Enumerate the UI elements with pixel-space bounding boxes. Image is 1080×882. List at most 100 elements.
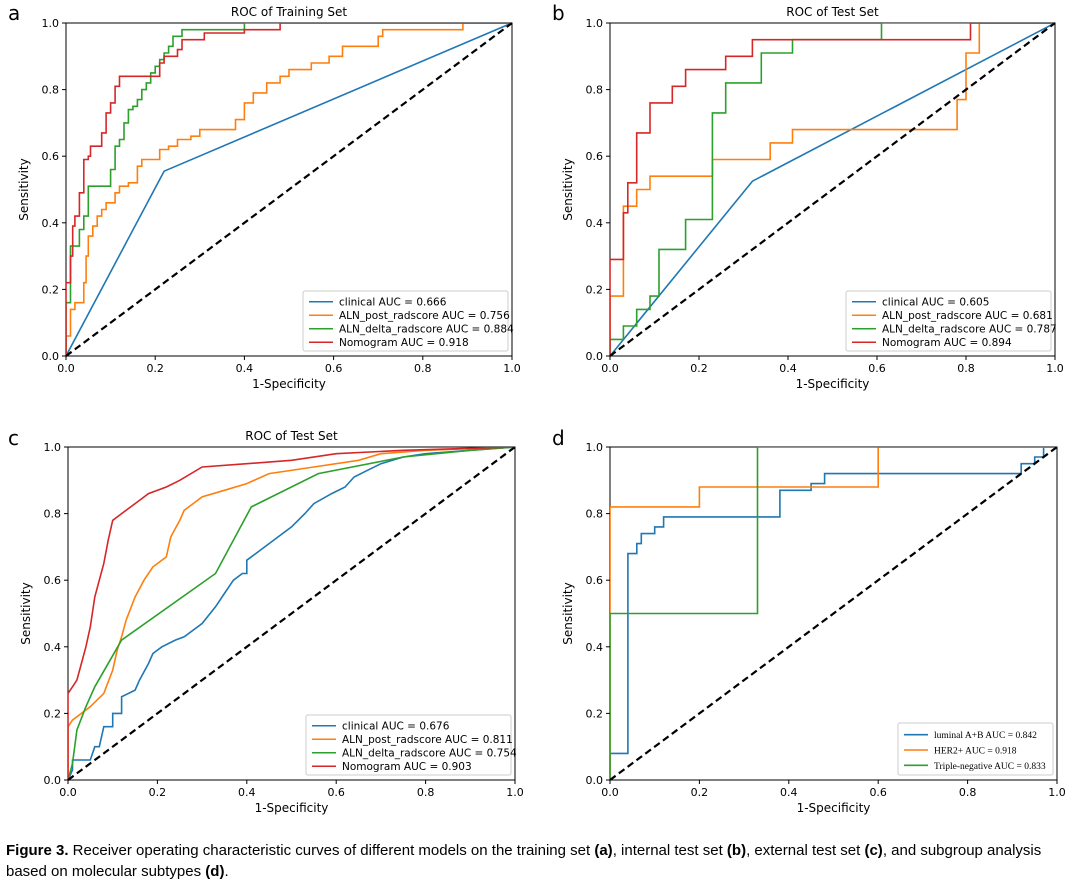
x-tick-label: 0.8: [957, 362, 975, 375]
legend-entry: luminal A+B AUC = 0.842: [934, 731, 1037, 741]
series-line-1: [66, 23, 512, 356]
y-tick-label: 0.2: [44, 707, 62, 720]
legend: clinical AUC = 0.605 ALN_post_radscore AU…: [845, 290, 1057, 352]
y-axis-label: Sensitivity: [561, 582, 575, 644]
legend-entry: Nomogram AUC = 0.903: [342, 761, 472, 773]
series-line-2: [68, 447, 515, 780]
series-line-2: [610, 447, 1057, 780]
legend: luminal A+B AUC = 0.842 HER2+ AUC = 0.918…: [897, 722, 1054, 776]
caption-label: Figure 3.: [6, 842, 69, 859]
y-tick-label: 0.0: [42, 350, 60, 363]
reference-diagonal: [67, 446, 516, 781]
y-tick-label: 0.6: [44, 574, 62, 587]
x-axis-label: 1-Specificity: [252, 377, 326, 391]
x-tick-label: 0.6: [327, 786, 345, 799]
x-tick-label: 0.2: [690, 362, 708, 375]
legend-entry: Nomogram AUC = 0.894: [882, 337, 1012, 349]
legend-entry: ALN_post_radscore AUC = 0.811: [342, 734, 513, 746]
series-line-0: [68, 447, 515, 780]
panel-letter: b: [552, 1, 565, 25]
chart-title: ROC of Test Set: [786, 5, 879, 19]
panel-b: b ROC of Test Set 0.00.0 0.2 0.2 0.4 0.4 0.6 0.6…: [552, 1, 1064, 391]
x-tick-label: 1.0: [503, 362, 521, 375]
y-tick-label: 0.4: [44, 641, 62, 654]
legend-entry: ALN_post_radscore AUC = 0.681: [882, 310, 1053, 322]
legend-box: [897, 722, 1054, 776]
chart-title: ROC of Test Set: [245, 429, 338, 443]
reference-diagonal: [609, 22, 1056, 357]
x-tick-label: 0.4: [780, 786, 798, 799]
legend-entry: Triple-negative AUC = 0.833: [934, 762, 1046, 772]
legend-entry: ALN_post_radscore AUC = 0.756: [339, 310, 510, 322]
series-line-0: [610, 23, 1055, 356]
y-axis-label: Sensitivity: [561, 158, 575, 220]
y-tick-label: 0.2: [586, 707, 604, 720]
y-tick-label: 0.8: [586, 84, 604, 97]
series-line-2: [610, 23, 1055, 356]
x-tick-label: 0.0: [601, 786, 619, 799]
x-axis-label: 1-Specificity: [797, 801, 871, 815]
x-tick-label: 1.0: [1046, 362, 1064, 375]
y-tick-label: 0.0: [586, 774, 604, 787]
y-tick-label: 0.4: [586, 217, 604, 230]
caption-text: .: [224, 863, 229, 880]
legend-entry: Nomogram AUC = 0.918: [339, 337, 469, 349]
y-tick-label: 0.2: [42, 283, 60, 296]
y-tick-label: 0.2: [586, 283, 604, 296]
x-axis-label: 1-Specificity: [255, 801, 329, 815]
legend-entry: clinical AUC = 0.666: [339, 296, 447, 308]
y-tick-label: 0.0: [44, 774, 62, 787]
legend-box: [305, 714, 512, 776]
y-tick-label: 1.0: [586, 17, 604, 30]
caption-text: Receiver operating characteristic curves…: [68, 842, 595, 859]
legend-entry: clinical AUC = 0.676: [342, 720, 450, 732]
series-line-0: [66, 23, 512, 356]
panel-letter: a: [8, 1, 20, 25]
panel-letter: c: [8, 426, 19, 450]
x-tick-label: 1.0: [1048, 786, 1066, 799]
x-tick-label: 0.2: [146, 362, 164, 375]
caption-text: , internal test set: [612, 842, 727, 859]
y-tick-label: 0.8: [44, 508, 62, 521]
plot-frame: [67, 446, 516, 781]
figure-caption: Figure 3. Receiver operating characteris…: [6, 840, 1076, 882]
y-axis-label: Sensitivity: [17, 158, 31, 220]
legend: clinical AUC = 0.676 ALN_post_radscore AU…: [305, 714, 517, 776]
x-tick-label: 0.8: [414, 362, 432, 375]
y-tick-label: 0.8: [586, 508, 604, 521]
figure-canvas: a ROC of Training Set0.00.00.20.20.40.40.…: [8, 1, 1066, 815]
x-tick-label: 0.6: [868, 362, 886, 375]
legend: clinical AUC = 0.666 ALN_post_radscore AU…: [302, 290, 514, 352]
x-tick-label: 0.4: [238, 786, 256, 799]
series-line-3: [68, 447, 515, 780]
x-tick-label: 0.8: [417, 786, 435, 799]
series-line-1: [610, 447, 1057, 780]
x-tick-label: 0.2: [149, 786, 167, 799]
panel-a: a ROC of Training Set 0.00.0 0.2 0.2 0.4 0.4 0.…: [8, 1, 521, 391]
x-tick-label: 0.8: [959, 786, 977, 799]
y-tick-label: 1.0: [44, 441, 62, 454]
y-tick-label: 0.6: [586, 150, 604, 163]
y-tick-label: 0.4: [42, 217, 60, 230]
x-tick-label: 0.0: [601, 362, 619, 375]
plot-frame: [609, 22, 1056, 357]
y-tick-label: 0.8: [42, 84, 60, 97]
legend-entry: HER2+ AUC = 0.918: [934, 747, 1017, 757]
series-line-1: [68, 447, 515, 780]
caption-ref-b: (b): [726, 842, 747, 859]
caption-ref-c: (c): [864, 842, 883, 859]
y-tick-label: 0.0: [586, 350, 604, 363]
y-tick-label: 0.6: [586, 574, 604, 587]
x-tick-label: 0.6: [869, 786, 887, 799]
legend-box: [302, 290, 509, 352]
series-line-2: [66, 23, 512, 356]
x-tick-label: 0.6: [325, 362, 343, 375]
x-tick-label: 0.0: [57, 362, 75, 375]
chart-title: ROC of Training Set: [231, 5, 348, 19]
x-tick-label: 1.0: [506, 786, 524, 799]
legend-box: [845, 290, 1052, 352]
x-tick-label: 0.2: [691, 786, 709, 799]
reference-diagonal: [609, 446, 1058, 781]
x-tick-label: 0.4: [236, 362, 254, 375]
legend-entry: ALN_delta_radscore AUC = 0.884: [339, 323, 514, 335]
